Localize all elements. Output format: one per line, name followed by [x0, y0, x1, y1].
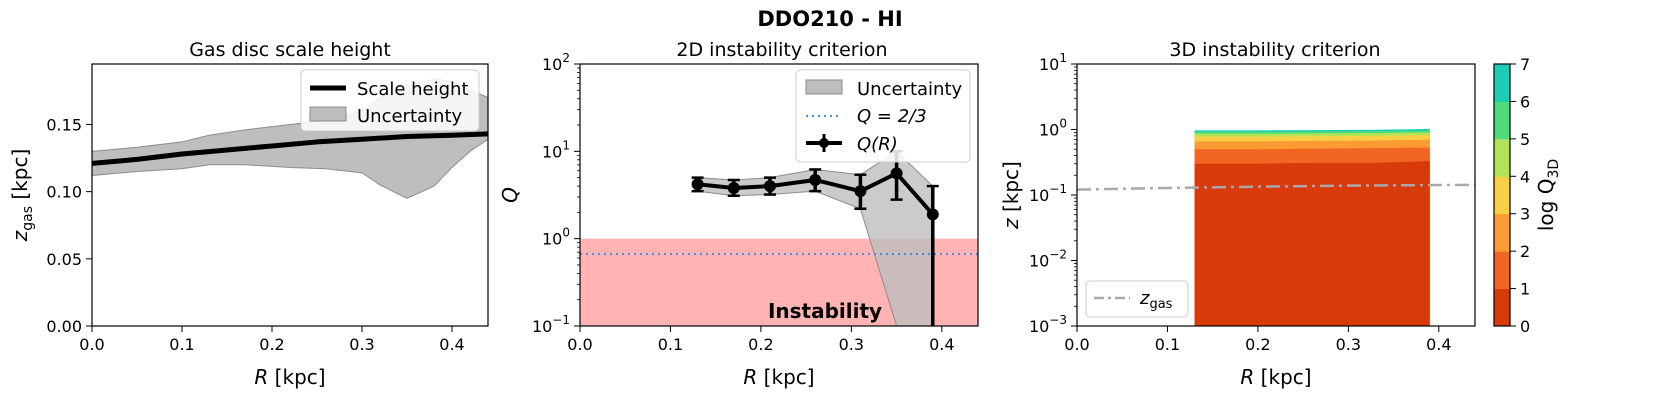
x-tick-label: 0.3	[1336, 335, 1361, 354]
colorbar-tick-label: 7	[1520, 55, 1530, 74]
colorbar-label: log Q3D	[1534, 159, 1562, 231]
colorbar-tick-label: 6	[1520, 92, 1530, 111]
colorbar-tick-label: 2	[1520, 242, 1530, 261]
y-tick-label: 101	[542, 138, 570, 161]
p3-contour-group	[1194, 128, 1430, 326]
y-tick-label: 0.15	[46, 115, 82, 134]
y-tick-label: 100	[1039, 117, 1067, 140]
colorbar-segment	[1494, 101, 1510, 140]
x-tick-label: 0.2	[748, 335, 773, 354]
p2-q-point	[890, 167, 903, 180]
p2-x-ticks: 0.0 0.1 0.2 0.3 0.4	[567, 326, 955, 354]
x-tick-label: 0.0	[79, 335, 104, 354]
x-tick-label: 0.2	[259, 335, 284, 354]
x-tick-label: 0.0	[567, 335, 592, 354]
panel-2d-instability: 2D instability criterion Instability 0.0…	[498, 39, 979, 389]
p1-legend-scale-height: Scale height	[357, 79, 469, 100]
p3-x-ticks: 0.0 0.1 0.2 0.3 0.4	[1064, 326, 1452, 354]
p1-x-ticks: 0.0 0.1 0.2 0.3 0.4	[79, 326, 465, 354]
x-tick-label: 0.3	[349, 335, 374, 354]
p1-legend-uncertainty: Uncertainty	[357, 106, 463, 127]
p2-y-label: Q	[498, 187, 522, 203]
p2-legend-q23: Q = 2/3	[857, 106, 927, 127]
figure-suptitle: DDO210 - HI	[757, 7, 902, 31]
p2-series-group	[691, 150, 939, 326]
p3-legend: zgas	[1085, 280, 1189, 318]
p1-y-ticks: 0.00 0.05 0.10 0.15	[46, 115, 92, 336]
y-tick-label: 0.10	[46, 183, 82, 202]
p2-q-point	[691, 178, 704, 191]
panel-1-title: Gas disc scale height	[189, 39, 391, 61]
p2-y-ticks: 10−1 100 101 102	[532, 51, 580, 336]
p2-axes-frame	[579, 63, 979, 327]
p2-legend-qr-marker	[819, 138, 829, 148]
y-tick-label: 10−1	[532, 313, 570, 336]
p1-series-group	[91, 131, 489, 166]
panel-3d-instability: 3D instability criterion 0.0 0.1 0.2 0.3 0.4…	[999, 39, 1562, 389]
p2-x-label: R [kpc]	[743, 365, 814, 389]
panel-2-title: 2D instability criterion	[676, 39, 887, 61]
x-tick-label: 0.1	[658, 335, 683, 354]
colorbar-ticks: 0 1 2 3 4 5 6 7	[1510, 55, 1530, 336]
p3-legend-zgas: zgas	[1139, 288, 1173, 312]
y-tick-label: 10−1	[1029, 182, 1067, 205]
p1-x-label: R [kpc]	[254, 365, 325, 389]
y-tick-label: 10−3	[1029, 313, 1067, 336]
x-tick-label: 0.4	[439, 335, 464, 354]
p3-axes-frame	[1076, 63, 1476, 327]
colorbar-segment	[1494, 251, 1510, 290]
p2-legend-uncertainty: Uncertainty	[857, 79, 963, 100]
colorbar-segment	[1494, 288, 1510, 327]
p1-scale-height-line	[91, 131, 489, 166]
x-tick-label: 0.4	[929, 335, 954, 354]
colorbar-segment	[1494, 176, 1510, 215]
colorbar-tick-label: 0	[1520, 317, 1530, 336]
x-tick-label: 0.1	[169, 335, 194, 354]
p2-legend-uncertainty-swatch	[805, 79, 843, 95]
x-tick-label: 0.4	[1426, 335, 1451, 354]
x-tick-label: 0.3	[839, 335, 864, 354]
panel-3-title: 3D instability criterion	[1169, 39, 1380, 61]
p3-contour-level	[1194, 161, 1430, 326]
y-tick-label: 102	[542, 51, 570, 74]
x-tick-label: 0.2	[1245, 335, 1270, 354]
p2-q-point	[727, 182, 740, 195]
y-tick-label: 10−2	[1029, 248, 1067, 271]
p3-zgas-line	[1076, 183, 1476, 191]
p3-x-label: R [kpc]	[1240, 365, 1311, 389]
p3-y-ticks: 10−3 10−2 10−1 100 101	[1029, 51, 1077, 336]
colorbar-tick-label: 1	[1520, 280, 1530, 299]
colorbar-tick-label: 3	[1520, 205, 1530, 224]
x-tick-label: 0.0	[1064, 335, 1089, 354]
p1-axes-frame	[91, 63, 489, 327]
p2-q-point	[854, 185, 867, 198]
colorbar-tick-label: 5	[1520, 130, 1530, 149]
colorbar-segment	[1494, 138, 1510, 177]
y-tick-label: 100	[542, 226, 570, 249]
x-tick-label: 0.1	[1155, 335, 1180, 354]
p2-q-point	[926, 208, 939, 221]
y-tick-label: 0.00	[46, 317, 82, 336]
p3-y-label: z [kpc]	[999, 161, 1023, 230]
panel-scale-height: Gas disc scale height 0.0 0.1 0.2 0.3 0.4 0.…	[8, 39, 489, 389]
y-tick-label: 101	[1039, 51, 1067, 74]
p2-q-point	[763, 180, 776, 193]
colorbar-segment	[1494, 64, 1510, 102]
p1-y-label: zgas [kpc]	[8, 149, 36, 243]
colorbar	[1494, 64, 1510, 327]
colorbar-frame	[1493, 63, 1511, 327]
y-tick-label: 0.05	[46, 250, 82, 269]
p2-instability-label: Instability	[768, 299, 882, 323]
p1-legend-uncertainty-swatch	[309, 106, 347, 122]
p2-legend: Uncertainty Q = 2/3 Q(R)	[795, 69, 971, 163]
p2-q-point	[809, 173, 822, 186]
colorbar-tick-label: 4	[1520, 167, 1530, 186]
colorbar-segment	[1494, 213, 1510, 252]
p1-legend: Scale height Uncertainty	[300, 69, 480, 132]
p2-legend-qr: Q(R)	[857, 134, 898, 155]
